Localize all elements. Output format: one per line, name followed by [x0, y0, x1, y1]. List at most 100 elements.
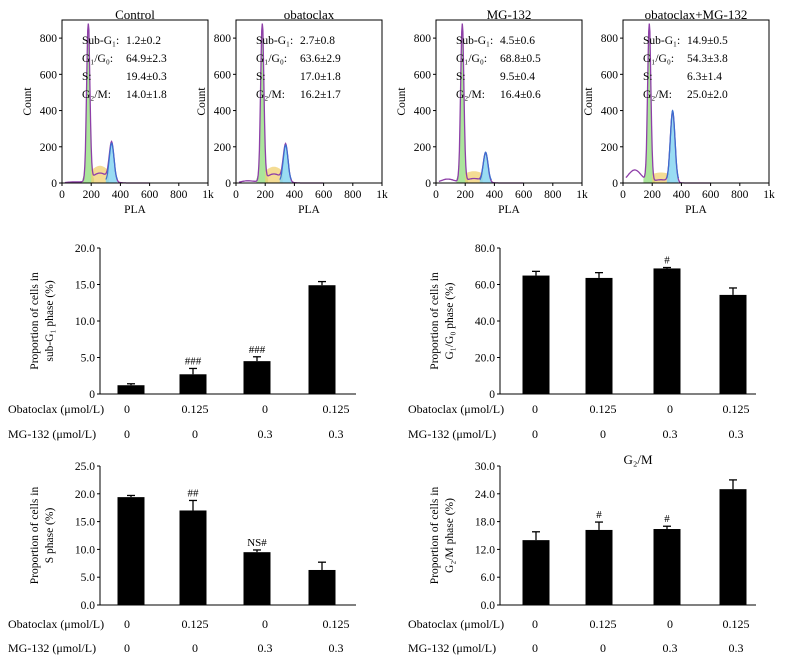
stat-label: G₁/G₀:	[456, 53, 487, 65]
y-tick-label: 0	[489, 389, 495, 401]
y-tick-label: 12.0	[475, 544, 495, 556]
bar	[522, 540, 550, 605]
obatoclax-row-label: Obatoclax (μmol/L)	[8, 617, 104, 631]
mg132-dose: 0	[192, 641, 198, 655]
significance-label: NS#	[247, 537, 267, 549]
y-tick-label: 25.0	[75, 461, 95, 473]
g2m-phase-fill	[666, 110, 679, 183]
g2m-peak-curve	[479, 151, 492, 181]
mg132-dose: 0	[600, 427, 606, 441]
x-tick-label: 800	[344, 189, 362, 201]
stat-label: Sub-G₁:	[456, 35, 493, 47]
stat-label: G₁/G₀:	[643, 53, 674, 65]
significance-label: #	[664, 255, 670, 267]
significance-label: #	[664, 513, 670, 525]
stat-label: S:	[256, 71, 266, 83]
stat-label: G₂/M:	[643, 89, 672, 101]
stat-label: G₁/G₀:	[82, 53, 113, 65]
stat-value: 63.6±2.9	[300, 53, 341, 65]
obatoclax-row-label: Obatoclax (μmol/L)	[408, 402, 504, 416]
x-tick-label: 400	[112, 189, 130, 201]
y-axis-label: G₁/G₀ phase (%)	[444, 282, 456, 359]
obatoclax-dose: 0.125	[590, 402, 617, 416]
bar	[117, 497, 145, 605]
histogram-title: obatoclax	[284, 7, 335, 22]
stat-value: 14.9±0.5	[687, 35, 728, 47]
stat-value: 6.3±1.4	[687, 71, 722, 83]
histogram-panel-3: MG-132 0 200 400 600 800 0 200 400 600 800 1k PLA Cou…	[396, 7, 588, 216]
s-phase-fill	[465, 171, 483, 183]
g2m-phase-fill	[279, 145, 292, 183]
stat-label: Sub-G₁:	[643, 35, 680, 47]
x-tick-label: 600	[315, 189, 333, 201]
x-axis-label: PLA	[124, 204, 146, 216]
mg132-dose: 0.3	[258, 641, 273, 655]
y-tick-label: 30.0	[475, 461, 495, 473]
stat-label: Sub-G₁:	[82, 35, 119, 47]
y-axis-label: Count	[22, 87, 34, 116]
mg132-dose: 0	[192, 427, 198, 441]
obatoclax-dose: 0	[532, 617, 538, 631]
y-tick-label: 400	[214, 106, 232, 118]
stat-value: 17.0±1.8	[300, 71, 341, 83]
bar-chart-panel-2: 0 20.0 40.0 60.0 80.0 Proportion of cells in G…	[408, 243, 756, 441]
y-tick-label: 5.0	[81, 353, 96, 365]
histogram-title: obatoclax+MG-132	[645, 7, 748, 22]
g1-phase-fill	[456, 23, 469, 183]
x-tick-label: 0	[233, 189, 239, 201]
y-tick-label: 5.0	[81, 572, 96, 584]
y-tick-label: 200	[414, 142, 432, 154]
mg132-dose: 0.3	[663, 427, 678, 441]
obatoclax-dose: 0	[124, 617, 130, 631]
bar	[585, 529, 613, 605]
g1-phase-fill	[82, 23, 95, 183]
mg132-dose: 0.3	[729, 427, 744, 441]
mg132-row-label: MG-132 (μmol/L)	[408, 427, 496, 441]
y-tick-label: 0	[89, 389, 95, 401]
y-tick-label: 15.0	[75, 517, 95, 529]
stat-value: 19.4±0.3	[126, 71, 167, 83]
obatoclax-dose: 0.125	[723, 617, 750, 631]
bar-chart-panel-4: 0.0 6.0 12.0 18.0 24.0 30.0 G₂/M Proportion of …	[408, 452, 756, 655]
y-tick-label: 600	[40, 69, 58, 81]
stat-value: 9.5±0.4	[500, 71, 535, 83]
x-axis-label: PLA	[298, 204, 320, 216]
y-tick-label: 24.0	[475, 489, 495, 501]
y-tick-label: 20.0	[75, 243, 95, 255]
stat-label: G₂/M:	[456, 89, 485, 101]
obatoclax-dose: 0	[124, 402, 130, 416]
obatoclax-dose: 0	[667, 402, 673, 416]
bar	[522, 275, 550, 394]
obatoclax-row-label: Obatoclax (μmol/L)	[408, 617, 504, 631]
y-tick-label: 800	[414, 33, 432, 45]
bar	[308, 285, 336, 394]
obatoclax-dose: 0	[262, 402, 268, 416]
x-tick-label: 200	[83, 189, 101, 201]
histogram-title: MG-132	[487, 7, 532, 22]
g2m-peak-curve	[279, 144, 293, 180]
mg132-dose: 0	[124, 641, 130, 655]
y-axis-label: Count	[196, 87, 208, 116]
y-tick-label: 0.0	[81, 600, 96, 612]
histogram-frame	[61, 19, 209, 184]
g1-phase-fill	[256, 23, 269, 183]
obatoclax-dose: 0	[262, 617, 268, 631]
y-tick-label: 0.0	[481, 600, 496, 612]
stat-label: S:	[82, 71, 92, 83]
g2m-peak-curve	[666, 109, 680, 179]
y-tick-label: 40.0	[475, 316, 495, 328]
obatoclax-row-label: Obatoclax (μmol/L)	[8, 402, 104, 416]
stat-value: 1.2±0.2	[126, 35, 161, 47]
y-tick-label: 10.0	[75, 544, 95, 556]
bar-chart-panel-1: 0 5.0 10.0 15.0 20.0 Proportion of cells in su…	[8, 243, 356, 441]
x-tick-label: 0	[433, 189, 439, 201]
bar	[243, 361, 271, 394]
x-tick-label: 200	[644, 189, 662, 201]
stat-value: 68.8±0.5	[500, 53, 541, 65]
histogram-frame	[235, 19, 383, 184]
y-tick-label: 600	[214, 69, 232, 81]
y-tick-label: 20.0	[475, 353, 495, 365]
x-tick-label: 400	[286, 189, 304, 201]
histogram-frame	[622, 19, 770, 184]
x-tick-label: 400	[486, 189, 504, 201]
